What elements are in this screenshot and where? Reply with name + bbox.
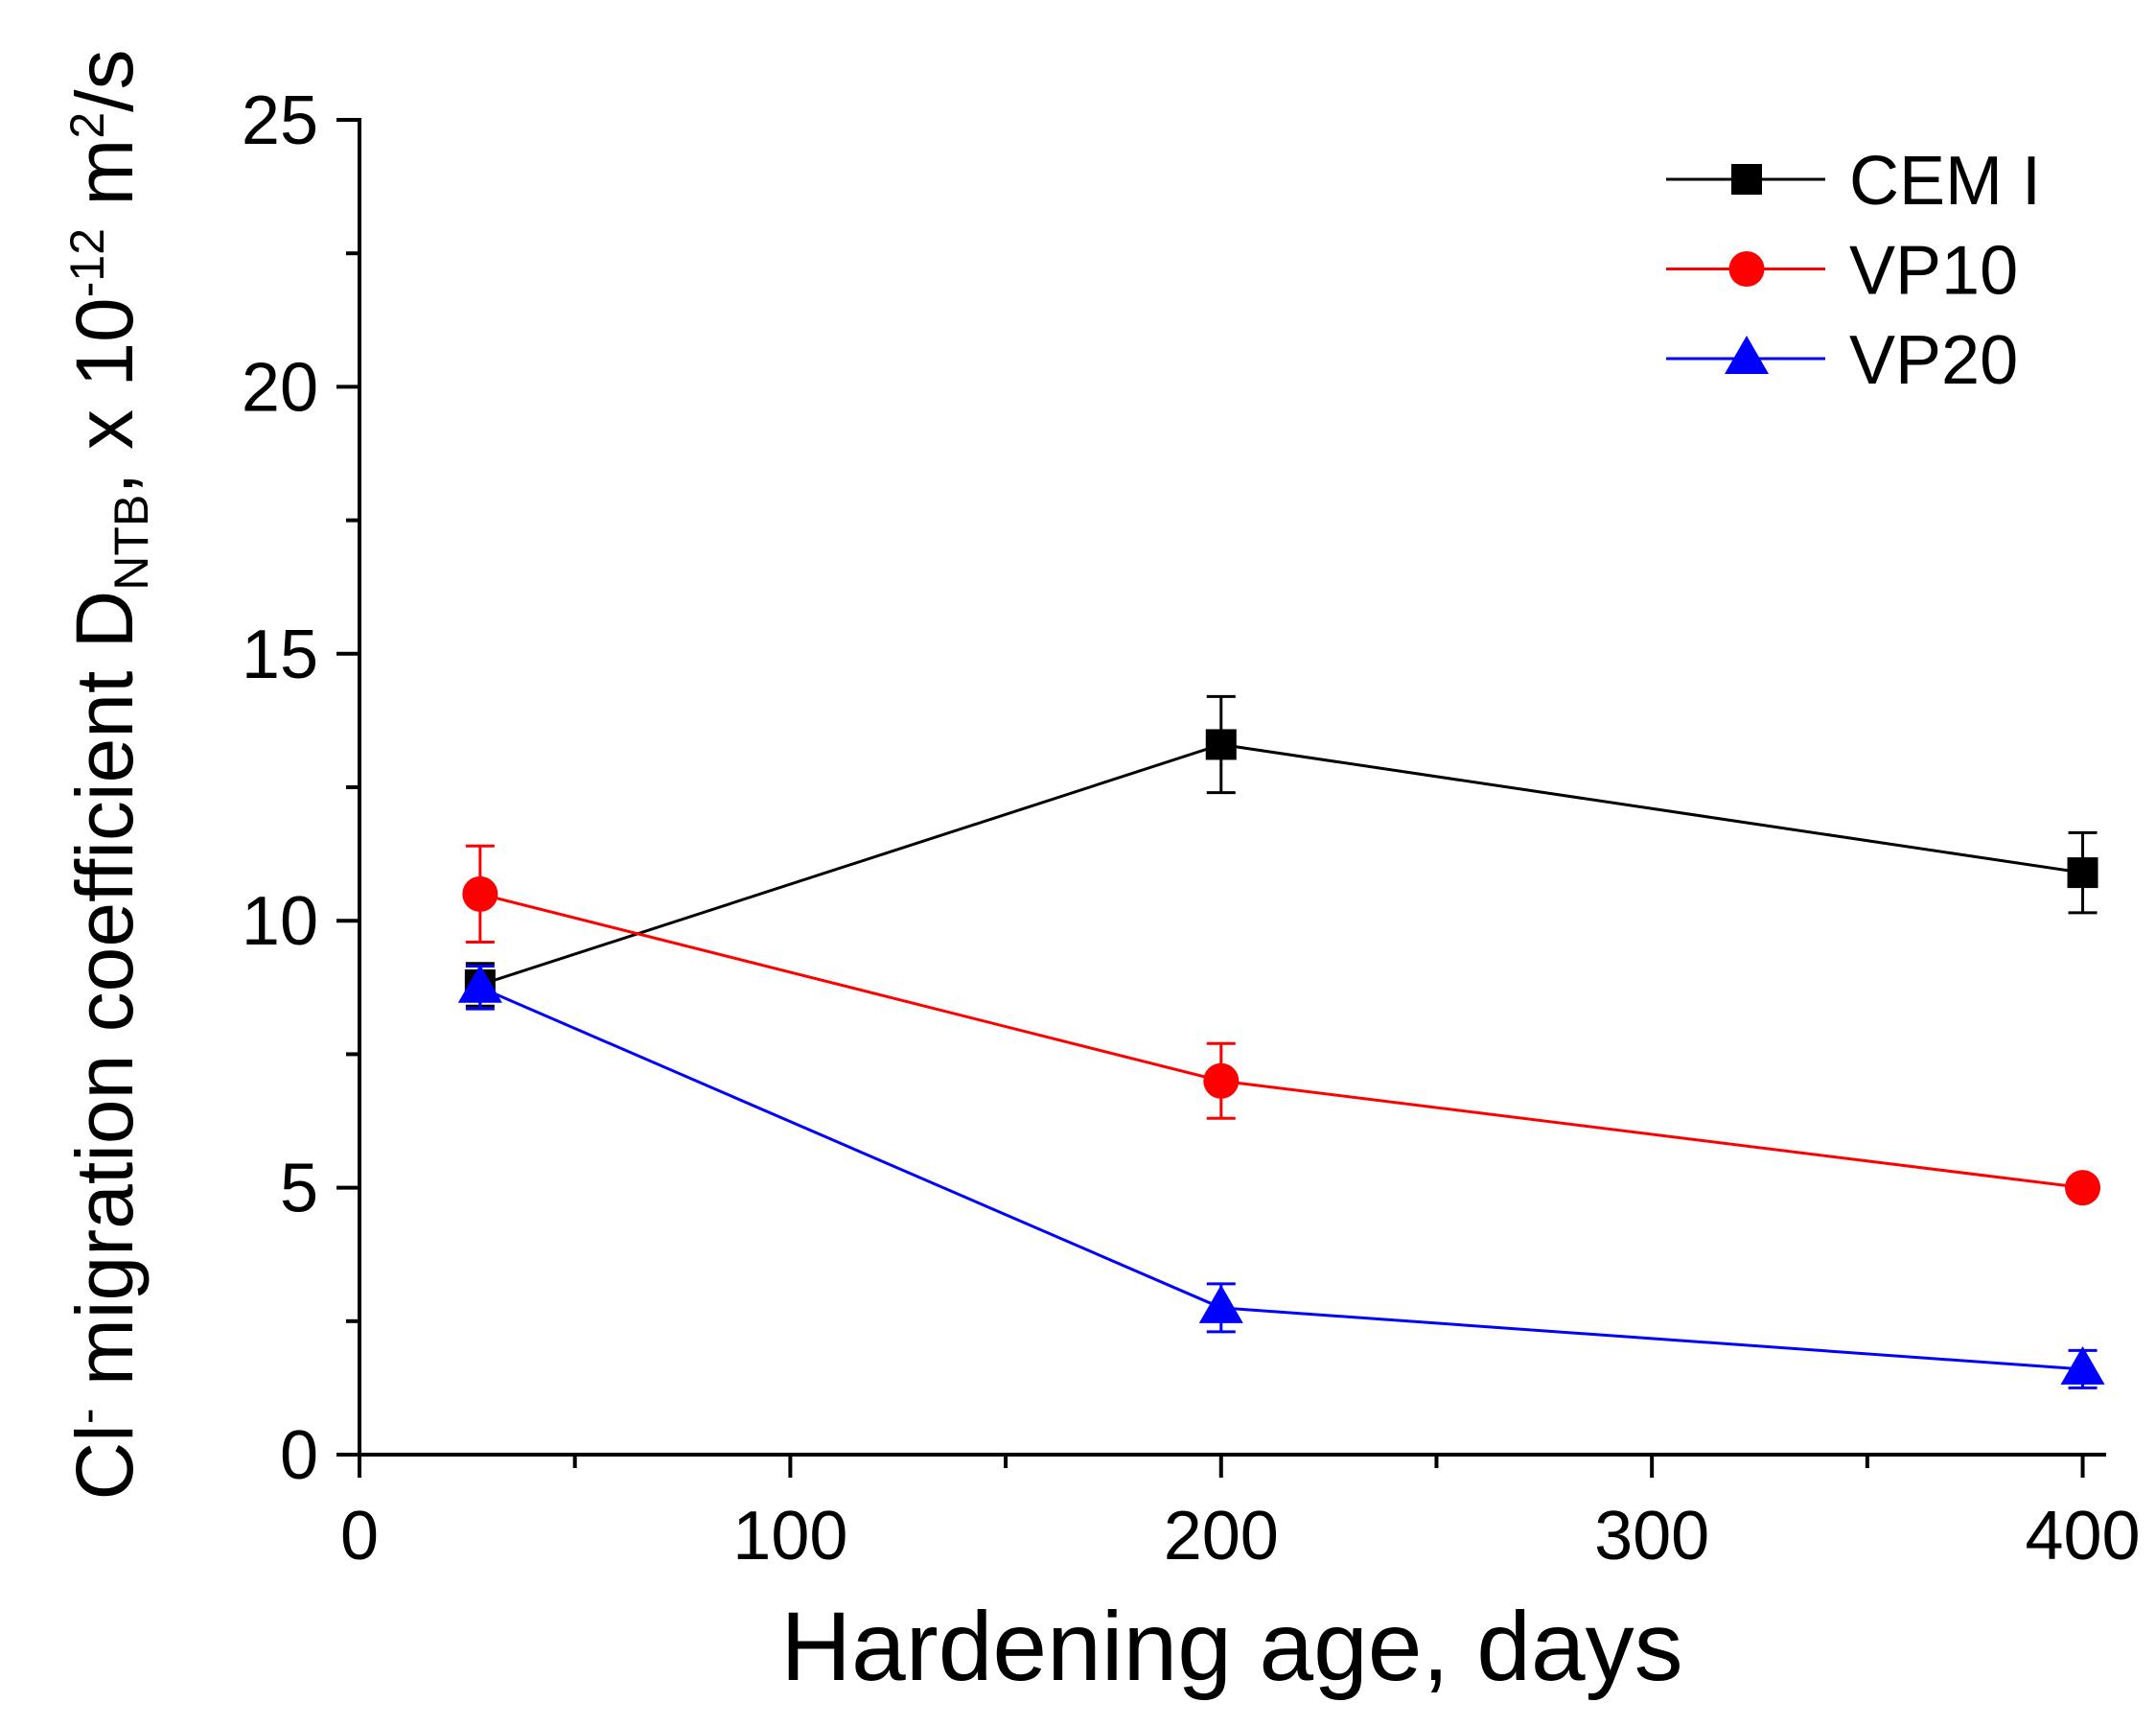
x-tick-label: 300: [1594, 1498, 1709, 1574]
x-tick-label: 0: [340, 1498, 379, 1574]
legend-vp10-marker: [1728, 251, 1765, 287]
x-axis-title: Hardening age, days: [780, 1592, 1682, 1701]
legend-cem-i-marker: [1731, 164, 1762, 195]
legend-vp20-marker: [1725, 336, 1769, 374]
y-tick-label: 5: [280, 1151, 318, 1227]
cem-i-data-point: [1205, 729, 1237, 760]
y-title-part: migration coefficient D: [59, 591, 150, 1409]
y-title-part: , x 10: [59, 297, 150, 494]
legend-cem-i-label: CEM I: [1849, 143, 2041, 220]
legend-vp20-label: VP20: [1849, 322, 2018, 399]
y-tick-label: 15: [242, 617, 318, 693]
vp20-series-line: [479, 986, 2083, 1371]
y-title-part: m: [59, 139, 150, 228]
y-tick-label: 25: [242, 82, 318, 159]
cem-i-data-point: [2067, 857, 2098, 889]
vp10-data-point: [1203, 1062, 1240, 1099]
y-title-part: /s: [59, 49, 150, 111]
y-title-superscript: -: [60, 1409, 114, 1425]
y-title-part: Cl: [59, 1424, 150, 1500]
axes: 0 100 200 300 400 0 5 10 15 20 25: [242, 82, 2141, 1574]
vp20-data-point: [2060, 1345, 2105, 1385]
legend-vp10-label: VP10: [1849, 233, 2018, 310]
vp20-data-point: [457, 964, 502, 1003]
y-title-superscript: 2: [60, 112, 114, 139]
vp10-series-line: [479, 892, 2083, 1190]
data-series: [457, 694, 2105, 1389]
vp20-data-point: [1198, 1284, 1243, 1323]
y-tick-label: 10: [242, 883, 318, 960]
y-tick-label: 0: [280, 1417, 318, 1494]
vp10-data-point: [462, 875, 498, 912]
y-axis-title: Cl- migration coefficient DNTB, x 10-12 …: [59, 49, 158, 1500]
x-tick-label: 100: [732, 1498, 847, 1574]
cem-i-series-line: [479, 742, 2083, 987]
y-tick-label: 20: [242, 349, 318, 426]
legend: CEM I VP10 VP20: [1666, 143, 2041, 399]
x-tick-label: 200: [1164, 1498, 1279, 1574]
y-title-superscript: -12: [60, 228, 114, 297]
x-tick-label: 400: [2025, 1498, 2140, 1574]
vp10-data-point: [2065, 1170, 2101, 1206]
y-title-subscript: NTB: [104, 495, 158, 591]
